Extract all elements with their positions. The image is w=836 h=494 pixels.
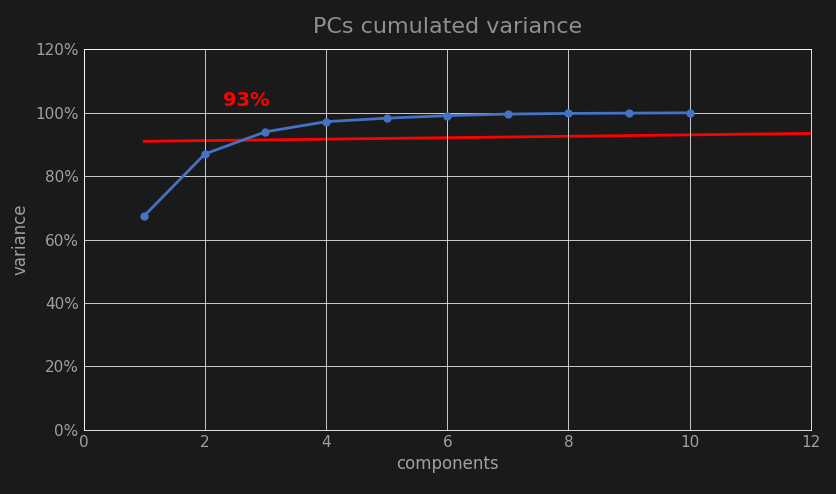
X-axis label: components: components [396,455,498,473]
Title: PCs cumulated variance: PCs cumulated variance [313,17,582,37]
Text: 93%: 93% [223,90,269,110]
Y-axis label: variance: variance [12,204,30,275]
